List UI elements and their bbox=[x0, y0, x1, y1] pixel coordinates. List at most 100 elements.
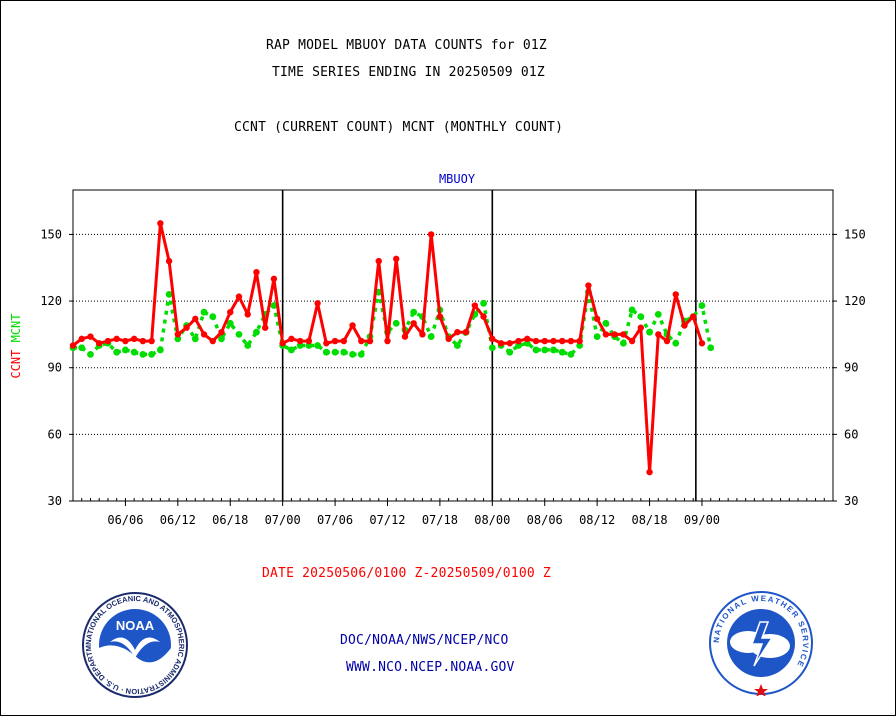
data-point-ccnt bbox=[393, 255, 400, 263]
x-tick-label: 07/06 bbox=[317, 513, 353, 527]
data-point-mcnt bbox=[148, 350, 156, 358]
data-point-ccnt bbox=[270, 275, 278, 283]
data-point-mcnt bbox=[646, 328, 653, 336]
y-axis-label-ccnt: CCNT bbox=[9, 342, 23, 378]
data-point-ccnt bbox=[244, 311, 251, 318]
data-point-ccnt bbox=[192, 315, 199, 323]
data-point-ccnt bbox=[305, 337, 313, 345]
data-point-ccnt bbox=[585, 282, 592, 289]
data-point-mcnt bbox=[253, 328, 260, 336]
data-point-ccnt bbox=[506, 340, 513, 347]
x-tick-label: 07/12 bbox=[369, 513, 405, 527]
data-point-ccnt bbox=[471, 302, 479, 309]
data-point-mcnt bbox=[305, 342, 313, 349]
data-point-mcnt bbox=[672, 339, 680, 347]
data-point-ccnt bbox=[69, 342, 77, 349]
data-point-ccnt bbox=[87, 333, 94, 340]
data-point-ccnt bbox=[681, 322, 688, 329]
data-point-ccnt bbox=[96, 340, 103, 347]
data-point-ccnt bbox=[410, 320, 417, 327]
data-point-ccnt bbox=[436, 313, 444, 320]
x-tick-label: 07/18 bbox=[422, 513, 458, 527]
data-point-ccnt bbox=[489, 335, 496, 343]
data-point-ccnt bbox=[279, 340, 286, 347]
data-point-ccnt bbox=[672, 291, 679, 298]
data-point-ccnt bbox=[174, 331, 182, 338]
series-line-mcnt bbox=[73, 290, 713, 357]
data-point-ccnt bbox=[445, 335, 452, 343]
data-point-mcnt bbox=[628, 306, 636, 314]
data-point-ccnt bbox=[401, 333, 409, 340]
chart-subtitle: CCNT (CURRENT COUNT) MCNT (MONTHLY COUNT… bbox=[234, 120, 564, 135]
x-tick-label: 06/18 bbox=[212, 513, 248, 527]
data-point-ccnt bbox=[366, 337, 374, 345]
data-point-ccnt bbox=[655, 331, 662, 338]
data-point-ccnt bbox=[698, 340, 706, 347]
nws-seal-logo: NATIONAL WEATHER SERVICE bbox=[709, 591, 813, 696]
data-point-ccnt bbox=[314, 300, 321, 307]
data-point-mcnt bbox=[698, 302, 706, 309]
data-point-mcnt bbox=[558, 348, 566, 356]
data-point-mcnt bbox=[357, 350, 365, 358]
website-link[interactable]: WWW.NCO.NCEP.NOAA.GOV bbox=[346, 660, 515, 675]
data-point-mcnt bbox=[314, 342, 321, 349]
data-point-ccnt bbox=[157, 220, 164, 227]
data-point-ccnt bbox=[139, 337, 147, 345]
data-point-mcnt bbox=[410, 308, 418, 316]
data-point-ccnt bbox=[384, 337, 391, 345]
chart-title-line1: RAP MODEL MBUOY DATA COUNTS for 01Z bbox=[266, 38, 547, 53]
data-point-ccnt bbox=[567, 337, 575, 345]
data-point-mcnt bbox=[576, 342, 584, 349]
y-tick-label-right: 90 bbox=[844, 361, 858, 375]
y-tick-label-right: 120 bbox=[844, 294, 866, 308]
data-point-ccnt bbox=[524, 335, 531, 343]
org-path-link[interactable]: DOC/NOAA/NWS/NCEP/NCO bbox=[340, 633, 509, 648]
data-point-ccnt bbox=[122, 337, 129, 345]
data-point-mcnt bbox=[87, 350, 94, 358]
data-point-mcnt bbox=[226, 319, 234, 327]
noaa-seal-logo: NATIONAL OCEANIC AND ATMOSPHERIC ADMINIS… bbox=[80, 590, 188, 698]
data-point-mcnt bbox=[235, 330, 243, 338]
date-range-label: DATE 20250506/0100 Z-20250509/0100 Z bbox=[262, 566, 551, 581]
x-tick-label: 08/12 bbox=[579, 513, 615, 527]
data-point-mcnt bbox=[174, 335, 182, 343]
y-axis-label-mcnt: MCNT bbox=[9, 313, 23, 342]
data-point-ccnt bbox=[235, 293, 243, 300]
data-point-mcnt bbox=[488, 344, 496, 352]
data-point-mcnt bbox=[200, 308, 208, 316]
data-point-mcnt bbox=[191, 335, 199, 343]
data-point-ccnt bbox=[602, 331, 610, 338]
data-point-ccnt bbox=[620, 331, 627, 338]
data-point-ccnt bbox=[611, 331, 618, 338]
data-point-ccnt bbox=[209, 337, 216, 345]
data-point-ccnt bbox=[358, 337, 365, 345]
x-tick-label: 08/06 bbox=[527, 513, 563, 527]
data-point-ccnt bbox=[532, 337, 540, 345]
data-point-ccnt bbox=[130, 335, 138, 343]
panel-label: MBUOY bbox=[439, 172, 476, 186]
data-point-ccnt bbox=[427, 231, 435, 238]
data-point-mcnt bbox=[156, 346, 164, 354]
data-point-mcnt bbox=[270, 302, 278, 309]
data-point-mcnt bbox=[453, 342, 461, 349]
data-point-mcnt bbox=[113, 348, 121, 356]
data-point-ccnt bbox=[165, 257, 173, 265]
data-point-ccnt bbox=[227, 308, 234, 316]
y-tick-label-left: 60 bbox=[48, 427, 62, 441]
data-point-mcnt bbox=[550, 346, 557, 354]
x-tick-label: 06/12 bbox=[160, 513, 196, 527]
data-point-mcnt bbox=[296, 342, 304, 349]
data-point-ccnt bbox=[261, 324, 269, 331]
data-point-mcnt bbox=[427, 333, 435, 341]
data-point-mcnt bbox=[637, 313, 645, 321]
x-tick-label: 07/00 bbox=[265, 513, 301, 527]
data-point-mcnt bbox=[541, 346, 549, 354]
y-tick-label-left: 120 bbox=[40, 294, 62, 308]
data-point-ccnt bbox=[253, 268, 260, 276]
data-point-ccnt bbox=[375, 257, 382, 265]
y-axis-label: CCNT MCNT bbox=[9, 313, 23, 378]
data-point-ccnt bbox=[296, 337, 304, 345]
data-point-mcnt bbox=[480, 299, 487, 307]
data-point-mcnt bbox=[331, 348, 339, 356]
